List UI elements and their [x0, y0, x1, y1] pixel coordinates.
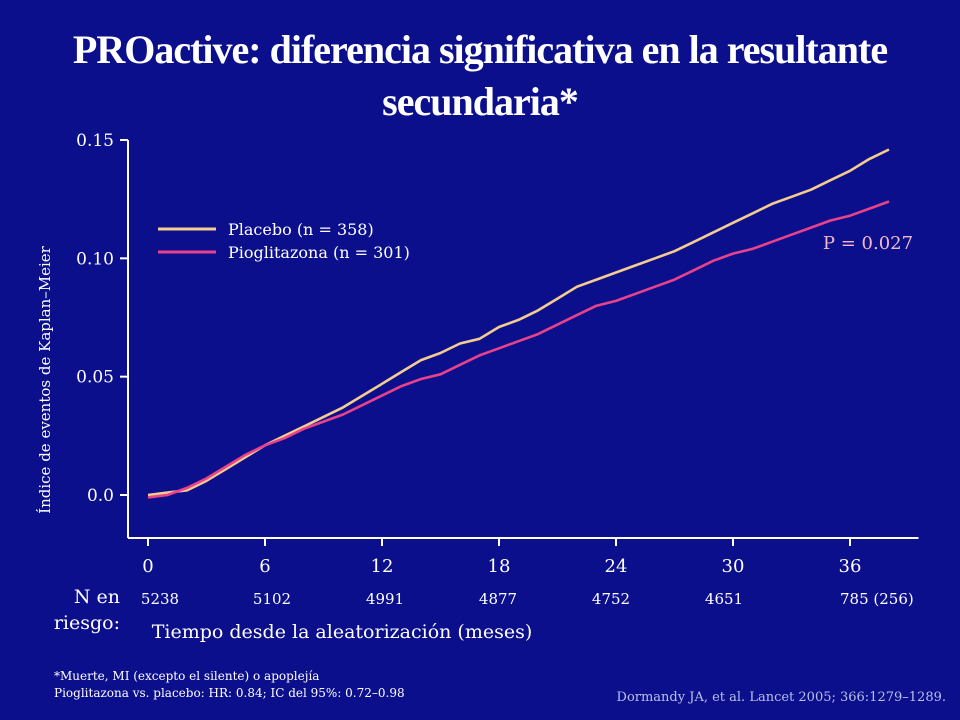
citation: Dormandy JA, et al. Lancet 2005; 366:127… — [616, 690, 946, 705]
n-at-risk-value: 4877 — [479, 590, 517, 608]
x-axis-label: Tiempo desde la aleatorización (meses) — [152, 621, 533, 643]
n-at-risk-value: 4651 — [705, 590, 743, 608]
n-at-risk-label-line1: N en — [73, 586, 120, 608]
legend-item-placebo-label: Placebo (n = 358) — [228, 220, 374, 239]
chart-lines — [147, 148, 890, 499]
n-at-risk-label-line2: riesgo: — [53, 612, 120, 634]
pioglitazona-line — [147, 200, 890, 499]
n-at-risk-values: 5238 5102 4991 4877 4752 4651 785 (256) — [141, 590, 914, 608]
chart-axes — [127, 140, 919, 539]
x-tick-label: 36 — [839, 556, 862, 577]
n-at-risk-label: N en riesgo: — [40, 584, 120, 636]
p-value-annotation: P = 0.027 — [823, 233, 913, 254]
slide-title: PROactive: diferencia significativa en l… — [72, 27, 888, 124]
n-at-risk-value: 4752 — [592, 590, 630, 608]
n-at-risk-value: 5238 — [141, 590, 179, 608]
y-tick-label: 0.10 — [76, 249, 114, 269]
chart-legend: Placebo (n = 358) Pioglitazona (n = 301) — [158, 220, 410, 262]
n-at-risk-value: 785 (256) — [840, 590, 914, 608]
footnote-line2: Pioglitazona vs. placebo: HR: 0.84; IC d… — [54, 686, 405, 700]
y-tick-label: 0.05 — [76, 368, 114, 388]
n-at-risk-value: 4991 — [366, 590, 404, 608]
x-tick-label: 12 — [371, 556, 394, 577]
x-tick-label: 30 — [722, 556, 745, 577]
y-tick-label: 0.0 — [87, 486, 114, 506]
y-tick-label: 0.15 — [76, 131, 114, 151]
x-tick-label: 24 — [605, 556, 628, 577]
n-at-risk-value: 5102 — [253, 590, 291, 608]
footnote-line1: *Muerte, MI (excepto el silente) o apopl… — [54, 669, 320, 683]
footnote: *Muerte, MI (excepto el silente) o apopl… — [54, 668, 405, 702]
x-tick-label: 0 — [142, 556, 153, 577]
chart-ticks: 0.0 0.05 0.10 0.15 0 6 12 18 24 30 36 — [76, 131, 861, 577]
x-tick-label: 18 — [488, 556, 511, 577]
x-tick-label: 6 — [259, 556, 270, 577]
legend-item-pioglitazona-label: Pioglitazona (n = 301) — [228, 243, 410, 262]
y-axis-label: Índice de eventos de Kaplan–Meier — [36, 245, 54, 514]
placebo-line — [147, 148, 890, 497]
